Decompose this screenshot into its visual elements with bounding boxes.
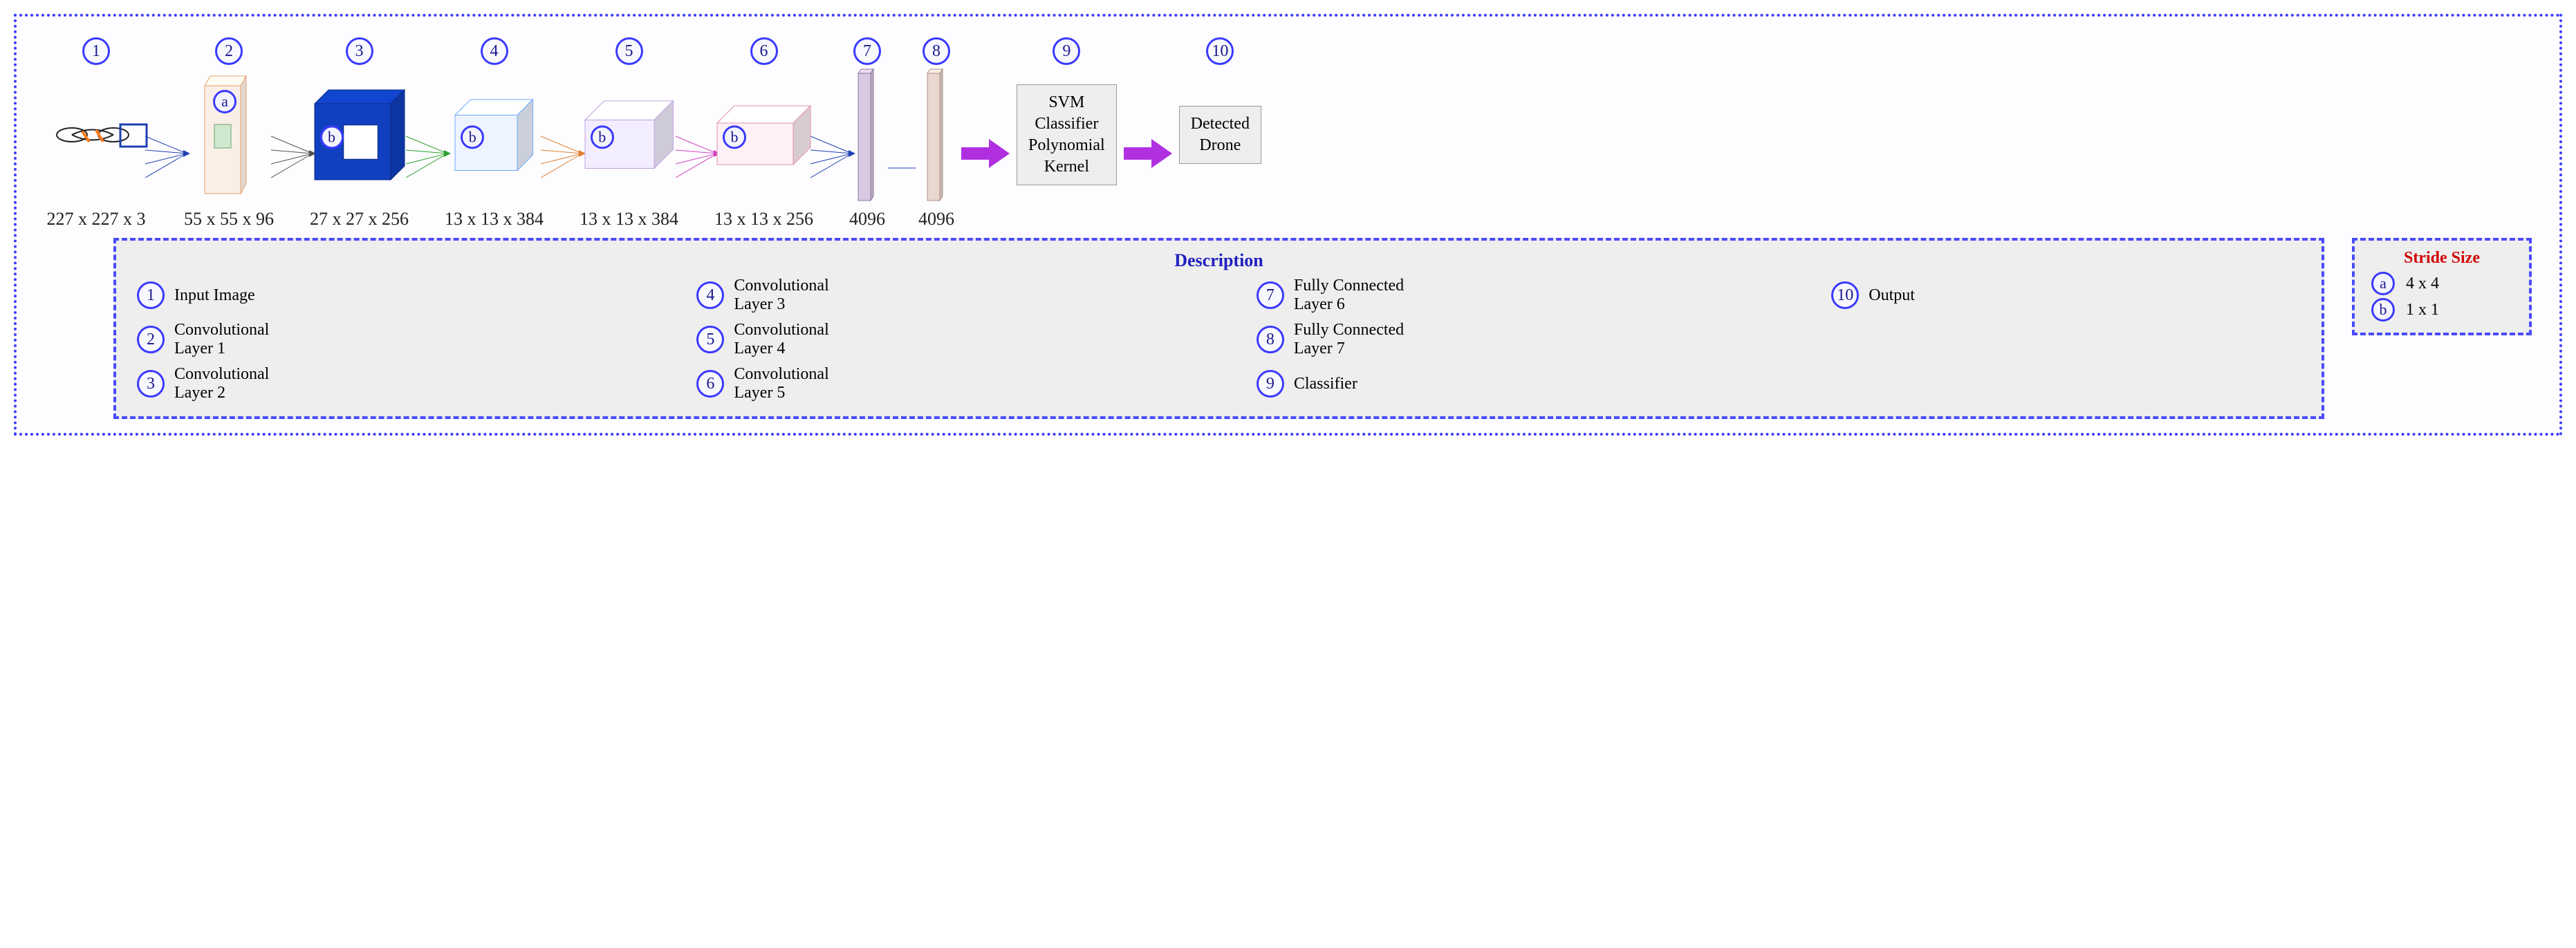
output-box: DetectedDrone (1179, 106, 1261, 164)
stage-8: 8 4096 (918, 37, 954, 230)
stage-badge: 6 (696, 370, 724, 398)
arrow-icon (961, 136, 1010, 171)
connector (271, 122, 313, 195)
arrow-icon (1124, 136, 1172, 171)
stride-row: a 4 x 4 (2371, 272, 2512, 295)
desc-text: Fully Connected Layer 6 (1294, 277, 1404, 314)
connector (810, 122, 852, 195)
stage-1: 1 227 x 227 x 3 (44, 37, 148, 230)
stride-title: Stride Size (2371, 249, 2512, 268)
desc-text: Fully Connected Layer 7 (1294, 321, 1404, 358)
stage-badge: 7 (853, 37, 881, 65)
connector (145, 122, 187, 195)
dim-label: 4096 (849, 209, 885, 230)
svm-box: SVMClassifierPolynomialKernel (1017, 84, 1117, 186)
stage-badge: 2 (137, 326, 165, 353)
stage-5: 5b13 x 13 x 384 (580, 37, 678, 230)
desc-text: Convolutional Layer 1 (174, 321, 269, 358)
desc-item: 5 Convolutional Layer 4 (696, 321, 1214, 358)
stage-badge: b (2371, 298, 2395, 322)
desc-text: Convolutional Layer 3 (734, 277, 828, 314)
desc-item: 10 Output (1831, 281, 2301, 309)
desc-item: 7 Fully Connected Layer 6 (1257, 277, 1790, 314)
dim-label: 4096 (918, 209, 954, 230)
dim-label: 13 x 13 x 384 (580, 209, 678, 230)
dim-label: 55 x 55 x 96 (184, 209, 274, 230)
connector (406, 122, 447, 195)
stage-badge: a (2371, 272, 2395, 295)
input-drone-icon (44, 104, 148, 166)
desc-text: Convolutional Layer 4 (734, 321, 828, 358)
stage-badge: 8 (923, 37, 950, 65)
stage-badge: 1 (137, 281, 165, 309)
dim-label: 13 x 13 x 384 (445, 209, 544, 230)
description-title: Description (137, 250, 2301, 271)
stage-10: 10 DetectedDrone (1179, 37, 1261, 201)
legend-row: Description 1 Input Image 4 Convolutional L… (44, 238, 2532, 419)
stage-badge: 7 (1257, 281, 1284, 309)
desc-text: Convolutional Layer 5 (734, 365, 828, 402)
description-grid: 1 Input Image 4 Convolutional Layer 3 7 Fully… (137, 277, 2301, 402)
desc-text: Classifier (1294, 375, 1358, 393)
connector (888, 162, 916, 175)
desc-text: Convolutional Layer 2 (174, 365, 269, 402)
stage-3: 3b27 x 27 x 256 (310, 37, 409, 230)
stage-2: 2 a55 x 55 x 96 (184, 37, 274, 230)
desc-item: 8 Fully Connected Layer 7 (1257, 321, 1790, 358)
stage-badge: 3 (346, 37, 373, 65)
connector (676, 122, 717, 195)
stage-badge: 10 (1206, 37, 1234, 65)
desc-item: 9 Classifier (1257, 370, 1790, 398)
desc-item: 6 Convolutional Layer 5 (696, 365, 1214, 402)
stage-badge: 9 (1053, 37, 1080, 65)
stride-value: 1 x 1 (2406, 301, 2439, 319)
dim-label: 27 x 27 x 256 (310, 209, 409, 230)
stride-row: b 1 x 1 (2371, 298, 2512, 322)
desc-text: Input Image (174, 286, 255, 305)
stage-7: 7 4096 (849, 37, 885, 230)
stage-badge: 1 (82, 37, 110, 65)
dim-label: 13 x 13 x 256 (714, 209, 813, 230)
stride-value: 4 x 4 (2406, 275, 2439, 293)
desc-item: 2 Convolutional Layer 1 (137, 321, 655, 358)
desc-item: 4 Convolutional Layer 3 (696, 277, 1214, 314)
stage-badge: 3 (137, 370, 165, 398)
stage-badge: 2 (215, 37, 243, 65)
connector (541, 122, 582, 195)
dim-label: 227 x 227 x 3 (47, 209, 146, 230)
stage-badge: 6 (750, 37, 778, 65)
desc-text: Output (1869, 286, 1915, 305)
connector (961, 136, 1010, 174)
stage-badge: 5 (696, 326, 724, 353)
diagram-frame: 1 227 x 227 x 32 a55 x 55 x 963b27 x 27 … (14, 14, 2562, 436)
stage-badge: 4 (481, 37, 508, 65)
stage-badge: 9 (1257, 370, 1284, 398)
stage-badge: 4 (696, 281, 724, 309)
desc-item: 1 Input Image (137, 281, 655, 309)
stage-6: 6b13 x 13 x 256 (714, 37, 813, 230)
pipeline-row: 1 227 x 227 x 3 2 a55 x 55 x 96 3b27 x 27 … (44, 37, 2532, 231)
stage-9: 9 SVMClassifierPolynomialKernel (1017, 37, 1117, 201)
stride-panel: Stride Size a 4 x 4 b 1 x 1 (2352, 238, 2532, 335)
stage-badge: 10 (1831, 281, 1859, 309)
stage-badge: 5 (615, 37, 643, 65)
desc-item: 3 Convolutional Layer 2 (137, 365, 655, 402)
stage-4: 4b13 x 13 x 384 (445, 37, 544, 230)
stage-badge: 8 (1257, 326, 1284, 353)
connector (1124, 136, 1172, 174)
description-panel: Description 1 Input Image 4 Convolutional L… (113, 238, 2324, 419)
